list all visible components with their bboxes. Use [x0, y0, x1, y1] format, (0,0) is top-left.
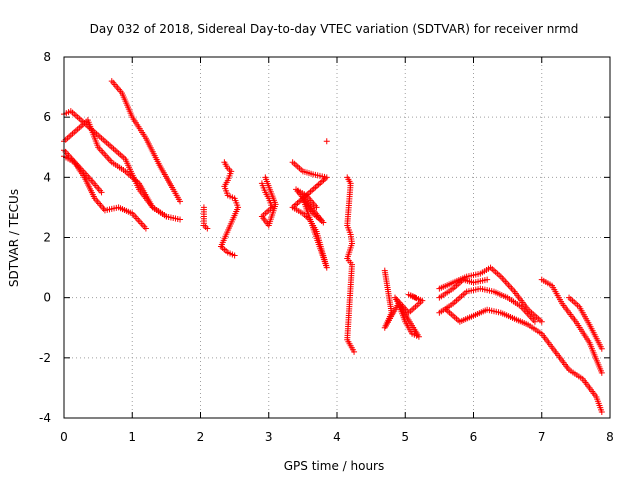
data-point: [313, 204, 320, 211]
data-point: [484, 276, 491, 283]
x-tick-label: 3: [265, 430, 273, 444]
data-point: [598, 369, 605, 376]
data-point: [531, 318, 538, 325]
y-tick-label: 6: [43, 110, 51, 124]
x-tick-label: 4: [333, 430, 341, 444]
x-tick-label: 5: [401, 430, 409, 444]
x-tick-label: 0: [60, 430, 68, 444]
data-point: [538, 318, 545, 325]
y-tick-label: 8: [43, 50, 51, 64]
y-tick-label: -4: [39, 411, 51, 425]
axis-ticks: 0 1 2 3 4 5 6 7 8 -4 -2 0 2 4 6 8: [39, 50, 614, 444]
data-point: [598, 408, 605, 415]
data-point: [598, 345, 605, 352]
grid-lines: [64, 57, 610, 418]
x-tick-label: 8: [606, 430, 614, 444]
data-point: [177, 216, 184, 223]
x-tick-label: 6: [470, 430, 478, 444]
y-tick-label: 0: [43, 291, 51, 305]
data-point: [231, 252, 238, 259]
data-point: [177, 198, 184, 205]
data-points: [61, 78, 605, 415]
x-tick-label: 1: [128, 430, 136, 444]
y-tick-label: 4: [43, 170, 51, 184]
data-point: [412, 294, 419, 301]
data-point: [262, 174, 269, 181]
data-point: [142, 225, 149, 232]
chart-title: Day 032 of 2018, Sidereal Day-to-day VTE…: [90, 22, 579, 36]
y-tick-label: 2: [43, 231, 51, 245]
x-tick-label: 2: [197, 430, 205, 444]
data-point: [163, 213, 170, 220]
data-point: [204, 225, 211, 232]
data-point: [323, 138, 330, 145]
y-axis-label: SDTVAR / TECUs: [7, 189, 21, 287]
data-point: [351, 348, 358, 355]
x-axis-label: GPS time / hours: [284, 459, 385, 473]
x-tick-label: 7: [538, 430, 546, 444]
data-point: [98, 189, 105, 196]
y-tick-label: -2: [39, 351, 51, 365]
